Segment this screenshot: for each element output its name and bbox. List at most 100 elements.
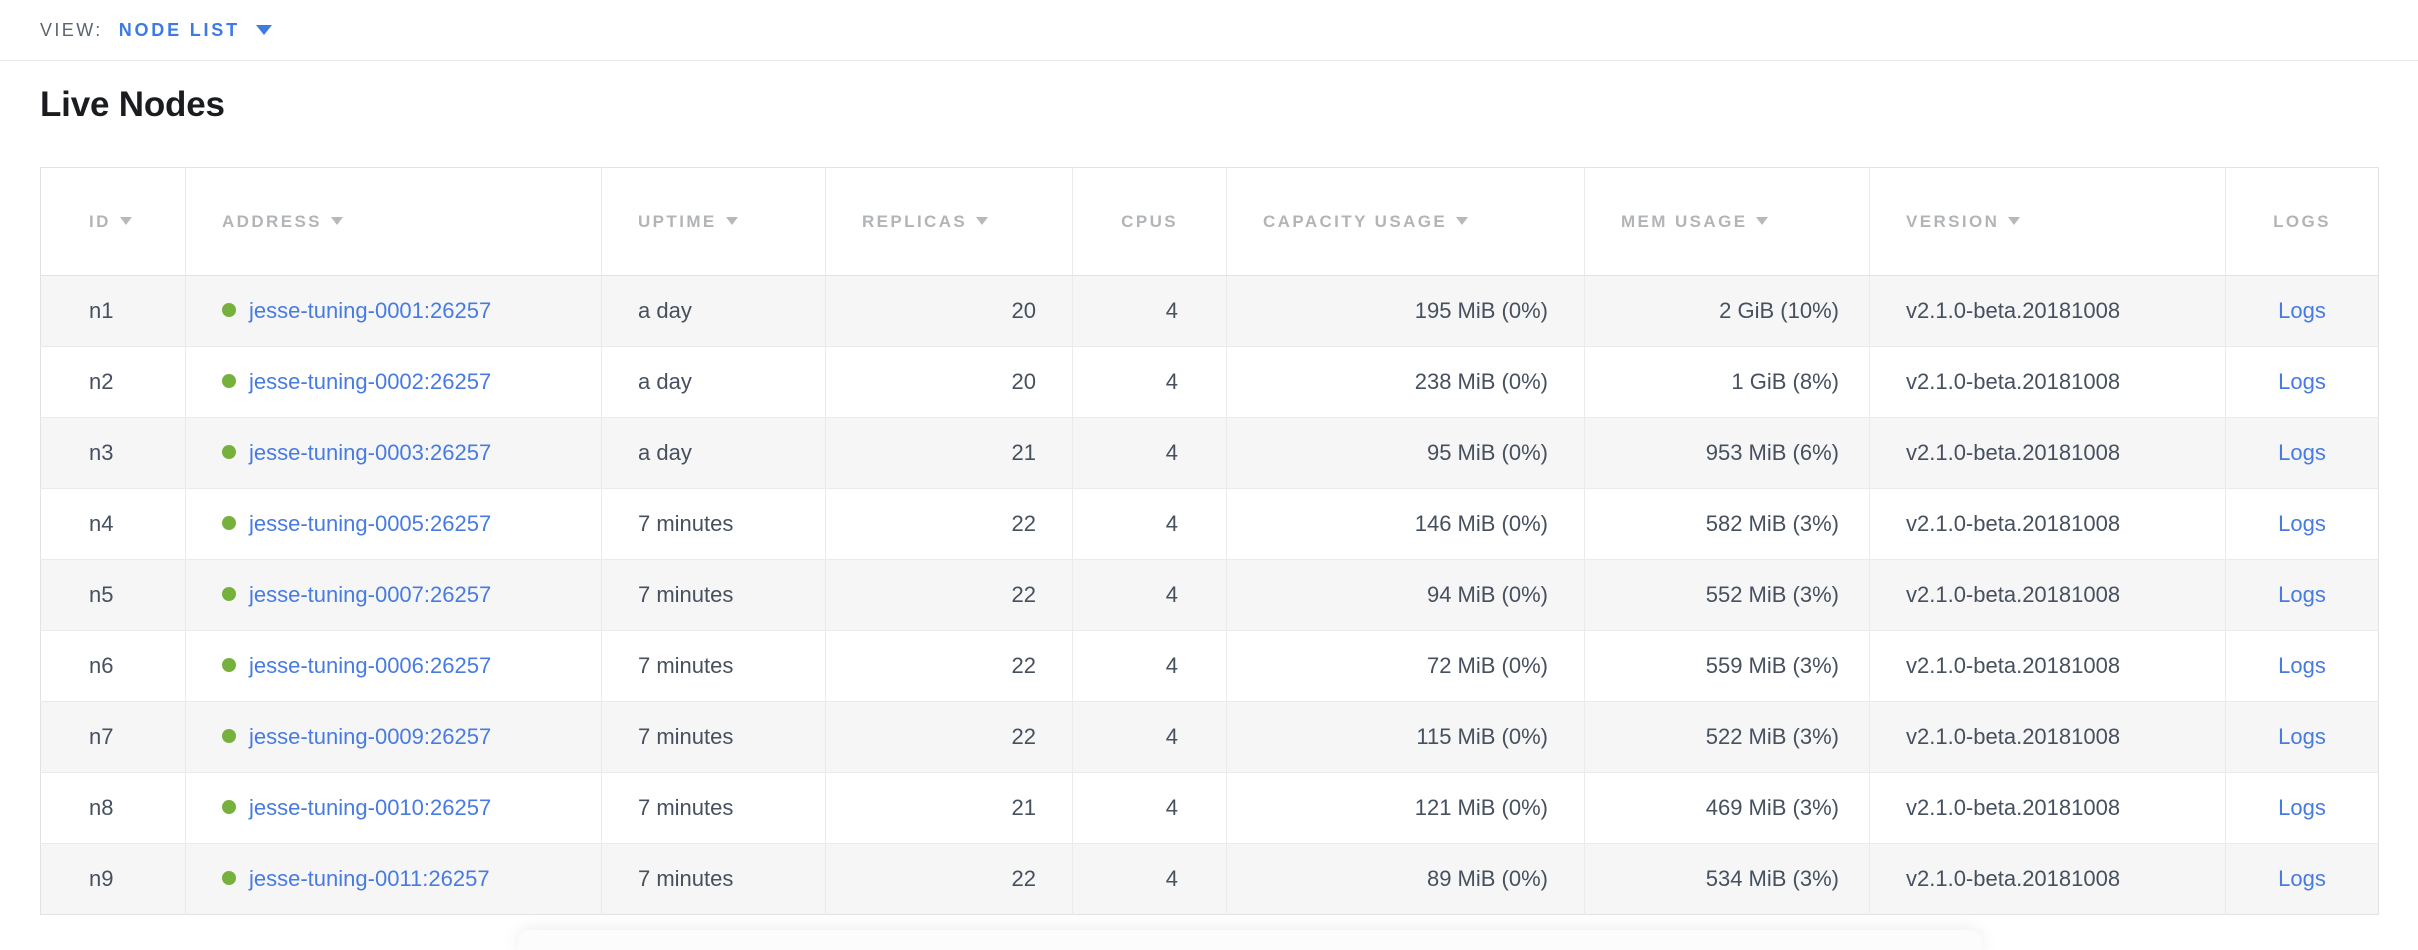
logs-link[interactable]: Logs [2278, 653, 2326, 678]
cell-mem: 559 MiB (3%) [1584, 630, 1870, 702]
cell-value: 2 GiB (10%) [1719, 298, 1839, 323]
column-header-label: LOGS [2273, 211, 2331, 231]
column-header-id[interactable]: ID [40, 167, 186, 276]
node-live-status-dot [222, 587, 236, 601]
column-header-logs: LOGS [2225, 167, 2379, 276]
table-body: n1 jesse-tuning-0001:26257 a day 20 4 195 MiB… [40, 275, 2379, 915]
table-row: n8 jesse-tuning-0010:26257 7 minutes 21 4 121… [40, 772, 2379, 844]
cell-capacity: 89 MiB (0%) [1226, 843, 1585, 915]
column-header-label: CPUS [1121, 211, 1178, 231]
cell-value: 1 GiB (8%) [1731, 369, 1839, 394]
cell-capacity: 115 MiB (0%) [1226, 701, 1585, 773]
cell-uptime: 7 minutes [601, 772, 826, 844]
table-row: n2 jesse-tuning-0002:26257 a day 20 4 238 MiB… [40, 346, 2379, 418]
cell-cpus: 4 [1072, 417, 1227, 489]
cell-value: 4 [1165, 866, 1178, 891]
cell-value: 22 [1011, 724, 1036, 749]
node-address-link[interactable]: jesse-tuning-0001:26257 [249, 298, 492, 323]
cell-value: 22 [1011, 866, 1036, 891]
cell-version: v2.1.0-beta.20181008 [1869, 488, 2226, 560]
column-header-label: MEM USAGE [1621, 211, 1748, 231]
column-header-version[interactable]: VERSION [1869, 167, 2226, 276]
cell-replicas: 20 [825, 346, 1073, 418]
node-address-link[interactable]: jesse-tuning-0007:26257 [249, 582, 492, 607]
cell-value: 7 minutes [638, 866, 734, 891]
node-address-link[interactable]: jesse-tuning-0006:26257 [249, 653, 492, 678]
cell-cpus: 4 [1072, 701, 1227, 773]
cell-capacity: 72 MiB (0%) [1226, 630, 1585, 702]
view-selector-dropdown[interactable]: NODE LIST [119, 20, 272, 41]
node-address-link[interactable]: jesse-tuning-0011:26257 [249, 866, 490, 891]
cell-value: 22 [1011, 582, 1036, 607]
cell-capacity: 195 MiB (0%) [1226, 275, 1585, 347]
node-address-link[interactable]: jesse-tuning-0010:26257 [249, 795, 492, 820]
cell-value: a day [638, 298, 692, 323]
cell-value: 22 [1011, 511, 1036, 536]
live-nodes-table: ID ADDRESS UPTIME REPLICAS CPUS CAPACITY USAG… [40, 167, 2379, 915]
column-header-capacity[interactable]: CAPACITY USAGE [1226, 167, 1585, 276]
cell-capacity: 95 MiB (0%) [1226, 417, 1585, 489]
column-header-address[interactable]: ADDRESS [185, 167, 602, 276]
cell-version: v2.1.0-beta.20181008 [1869, 417, 2226, 489]
column-header-mem[interactable]: MEM USAGE [1584, 167, 1870, 276]
cell-id: n8 [40, 772, 186, 844]
cell-value: n1 [89, 298, 114, 323]
node-address-link[interactable]: jesse-tuning-0005:26257 [249, 511, 492, 536]
cell-value: 7 minutes [638, 653, 734, 678]
logs-link[interactable]: Logs [2278, 440, 2326, 465]
cell-value: n4 [89, 511, 114, 536]
node-address-link[interactable]: jesse-tuning-0009:26257 [249, 724, 492, 749]
table-row: n4 jesse-tuning-0005:26257 7 minutes 22 4 146… [40, 488, 2379, 560]
cell-value: 94 MiB (0%) [1426, 582, 1548, 607]
logs-link[interactable]: Logs [2278, 298, 2326, 323]
cell-value: 552 MiB (3%) [1705, 582, 1839, 607]
cell-value: 146 MiB (0%) [1414, 511, 1548, 536]
cell-cpus: 4 [1072, 559, 1227, 631]
cell-replicas: 22 [825, 843, 1073, 915]
cell-value: n6 [89, 653, 114, 678]
cell-value: n5 [89, 582, 114, 607]
cell-logs: Logs [2225, 772, 2379, 844]
cell-cpus: 4 [1072, 275, 1227, 347]
cell-capacity: 121 MiB (0%) [1226, 772, 1585, 844]
logs-link[interactable]: Logs [2278, 511, 2326, 536]
node-address-link[interactable]: jesse-tuning-0002:26257 [249, 369, 492, 394]
cell-version: v2.1.0-beta.20181008 [1869, 275, 2226, 347]
cell-value: v2.1.0-beta.20181008 [1906, 511, 2121, 536]
cell-logs: Logs [2225, 346, 2379, 418]
cell-mem: 522 MiB (3%) [1584, 701, 1870, 773]
cell-capacity: 238 MiB (0%) [1226, 346, 1585, 418]
cell-address: jesse-tuning-0003:26257 [185, 417, 602, 489]
cell-value: 7 minutes [638, 511, 734, 536]
logs-link[interactable]: Logs [2278, 795, 2326, 820]
cell-logs: Logs [2225, 630, 2379, 702]
cell-mem: 552 MiB (3%) [1584, 559, 1870, 631]
cell-value: 95 MiB (0%) [1426, 440, 1548, 465]
cell-value: 121 MiB (0%) [1414, 795, 1548, 820]
cell-id: n4 [40, 488, 186, 560]
logs-link[interactable]: Logs [2278, 369, 2326, 394]
cell-value: 522 MiB (3%) [1705, 724, 1839, 749]
node-address-link[interactable]: jesse-tuning-0003:26257 [249, 440, 492, 465]
logs-link[interactable]: Logs [2278, 724, 2326, 749]
logs-link[interactable]: Logs [2278, 582, 2326, 607]
sort-descending-icon [2008, 216, 2021, 225]
cell-mem: 1 GiB (8%) [1584, 346, 1870, 418]
cell-version: v2.1.0-beta.20181008 [1869, 843, 2226, 915]
cell-value: 7 minutes [638, 582, 734, 607]
cell-value: 20 [1011, 298, 1036, 323]
table-row: n7 jesse-tuning-0009:26257 7 minutes 22 4 115… [40, 701, 2379, 773]
logs-link[interactable]: Logs [2278, 866, 2326, 891]
column-header-replicas[interactable]: REPLICAS [825, 167, 1073, 276]
cell-address: jesse-tuning-0011:26257 [185, 843, 602, 915]
cell-value: v2.1.0-beta.20181008 [1906, 369, 2121, 394]
table-row: n9 jesse-tuning-0011:26257 7 minutes 22 4 89 … [40, 843, 2379, 915]
view-bar: VIEW: NODE LIST [0, 0, 2418, 61]
cell-version: v2.1.0-beta.20181008 [1869, 701, 2226, 773]
column-header-uptime[interactable]: UPTIME [601, 167, 826, 276]
cell-value: 469 MiB (3%) [1705, 795, 1839, 820]
table-row: n5 jesse-tuning-0007:26257 7 minutes 22 4 94 … [40, 559, 2379, 631]
cell-value: 89 MiB (0%) [1426, 866, 1548, 891]
cell-value: 4 [1165, 440, 1178, 465]
cell-value: 534 MiB (3%) [1705, 866, 1839, 891]
